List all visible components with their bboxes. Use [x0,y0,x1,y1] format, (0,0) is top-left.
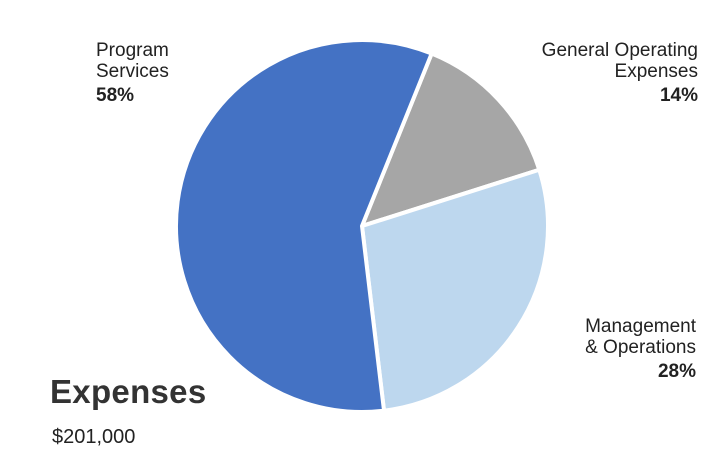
percent-label: 58% [96,85,135,106]
label-line: General Operating [541,40,698,61]
label-line: & Operations [585,337,696,358]
label-management-operations: Management & Operations 28% [470,316,696,382]
pie-slice-management-operations [360,167,550,413]
label-program-services: Program Services 58% [96,40,169,106]
label-line: Services [96,61,169,82]
total-amount: $201,000 [52,426,136,448]
label-line: Expenses [614,61,698,82]
percent-label: 28% [657,361,696,382]
label-line: Management [585,316,696,337]
label-line: Program [96,40,169,61]
percent-label: 14% [659,85,698,106]
label-general-operating-expenses: General Operating Expenses 14% [440,40,698,106]
chart-title: Expenses [50,373,207,410]
pie-slice-program-services [174,38,434,414]
